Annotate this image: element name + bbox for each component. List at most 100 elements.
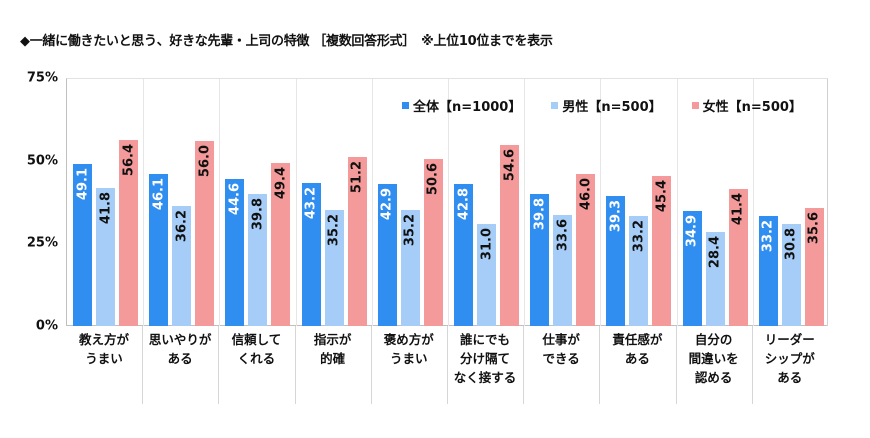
legend: 全体【n=1000】 男性【n=500】 女性【n=500】 <box>402 96 802 115</box>
bar-group: 39.3 33.2 45.4 <box>600 79 676 326</box>
x-axis-label: 自分の 間違いを 認める <box>688 332 739 385</box>
bar-value-label: 54.6 <box>502 149 517 182</box>
bar: 46.1 <box>149 173 169 326</box>
bar-value-label: 39.8 <box>250 198 266 231</box>
y-tick-0: 0% <box>35 318 58 334</box>
bar-value-label: 35.2 <box>402 213 418 246</box>
bar: 36.2 <box>172 206 192 326</box>
bar-value-label: 51.2 <box>349 160 365 193</box>
x-axis-label: 思いやりが ある <box>148 332 212 366</box>
y-tick-50: 50% <box>26 153 58 169</box>
bar-group: 43.2 35.2 51.2 <box>295 79 372 326</box>
plot-area: 49.1 41.8 56.4 46.1 36.2 56.0 44.6 39.8 49.4 43.2… <box>66 78 828 326</box>
bar-value-label: 49.1 <box>75 167 90 200</box>
gridline <box>295 79 297 326</box>
bar: 56.0 <box>195 140 215 326</box>
bar: 35.6 <box>804 208 824 326</box>
bar-value-label: 50.6 <box>425 162 441 195</box>
legend-label: 男性【n=500】 <box>562 100 662 115</box>
chart-title: ◆一緒に働きたいと思う、好きな先輩・上司の特徴 ［複数回答形式］ ※上位10位ま… <box>20 34 553 49</box>
bar: 28.4 <box>705 232 725 326</box>
bar: 41.8 <box>96 187 115 326</box>
x-axis-label: 褒め方が うまい <box>383 332 434 366</box>
bar-value-label: 44.6 <box>227 182 243 215</box>
bar-value-label: 34.9 <box>684 214 700 247</box>
bar-value-label: 41.8 <box>98 191 113 224</box>
bar: 35.2 <box>400 209 420 326</box>
bar: 46.0 <box>576 173 596 326</box>
x-axis-label: 信頼して くれる <box>231 332 282 366</box>
legend-swatch-icon <box>402 102 409 109</box>
bar: 44.6 <box>225 178 245 326</box>
legend-item-male: 男性【n=500】 <box>551 96 662 115</box>
bar: 49.1 <box>73 163 92 326</box>
legend-swatch-icon <box>551 102 559 109</box>
bar-value-label: 35.2 <box>326 213 342 246</box>
bar: 54.6 <box>500 145 519 326</box>
bar: 39.8 <box>530 194 550 326</box>
bar: 51.2 <box>347 156 367 326</box>
bar-group: 42.9 35.2 50.6 <box>371 79 448 326</box>
y-tick-75: 75% <box>26 70 58 86</box>
bar: 56.4 <box>119 139 138 326</box>
x-axis-label: 仕事が できる <box>542 332 580 366</box>
bar-value-label: 39.8 <box>532 198 548 231</box>
gridline <box>371 79 373 326</box>
legend-swatch-icon <box>691 102 699 109</box>
y-tick-25: 25% <box>26 235 58 251</box>
bar: 42.9 <box>377 184 397 326</box>
bar: 41.4 <box>728 189 748 326</box>
x-axis-label: 教え方が うまい <box>78 332 129 366</box>
bar-value-label: 49.4 <box>273 166 289 199</box>
bar: 39.8 <box>248 194 268 326</box>
bar: 30.8 <box>781 224 801 326</box>
legend-item-female: 女性【n=500】 <box>691 96 802 115</box>
bar-group: 49.1 41.8 56.4 <box>67 79 143 326</box>
bar-group: 44.6 39.8 49.4 <box>219 79 295 326</box>
bar: 39.3 <box>606 196 626 326</box>
bar-value-label: 28.4 <box>707 236 723 269</box>
bar-value-label: 33.2 <box>631 220 647 253</box>
x-axis-label: 誰にでも 分け隔て なく接する <box>453 332 517 385</box>
bar-value-label: 33.6 <box>555 218 571 251</box>
legend-item-total: 全体【n=1000】 <box>402 96 521 115</box>
bar-value-label: 43.2 <box>303 187 319 220</box>
legend-label: 女性【n=500】 <box>702 100 802 115</box>
gridline <box>676 79 678 326</box>
bar-value-label: 46.0 <box>578 177 594 210</box>
gridline <box>524 79 526 326</box>
gridline <box>752 79 754 326</box>
x-label-divider <box>599 326 601 404</box>
bar: 42.8 <box>454 184 473 326</box>
x-label-divider <box>142 326 144 404</box>
gridline <box>219 79 221 326</box>
x-axis-label: リーダー シップが ある <box>764 332 815 385</box>
bar-value-label: 41.4 <box>730 193 746 226</box>
bar: 49.4 <box>271 162 291 326</box>
bar: 34.9 <box>682 210 702 326</box>
bar: 43.2 <box>301 183 321 326</box>
gridline <box>143 79 145 326</box>
bar-group: 33.2 30.8 35.6 <box>752 79 829 326</box>
x-label-divider <box>751 326 753 404</box>
bar-group: 39.8 33.6 46.0 <box>524 79 600 326</box>
legend-label: 全体【n=1000】 <box>413 100 522 115</box>
x-label-divider <box>447 326 448 404</box>
bar: 33.2 <box>758 216 778 326</box>
x-label-divider <box>370 326 372 404</box>
bar-value-label: 35.6 <box>806 212 822 245</box>
bar: 35.2 <box>324 209 344 326</box>
x-axis-label: 責任感が ある <box>612 332 663 366</box>
bar-group: 34.9 28.4 41.4 <box>676 79 753 326</box>
bar-value-label: 36.2 <box>174 210 190 243</box>
bar-group: 42.8 31.0 54.6 <box>448 79 524 326</box>
bar: 50.6 <box>423 158 443 326</box>
x-label-divider <box>218 326 220 404</box>
bar-value-label: 42.9 <box>379 188 395 221</box>
gridline <box>448 79 449 326</box>
bar-value-label: 56.4 <box>121 143 136 176</box>
bar: 45.4 <box>652 175 672 326</box>
bar-value-label: 42.8 <box>456 188 471 221</box>
gridline <box>600 79 602 326</box>
bar-value-label: 33.2 <box>760 220 776 253</box>
